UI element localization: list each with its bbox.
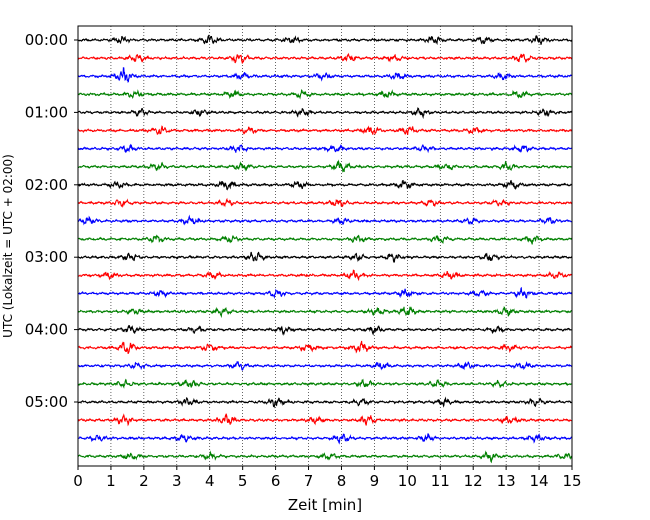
x-axis-label: Zeit [min] (288, 496, 362, 514)
trace-line (77, 234, 573, 245)
trace-line (77, 413, 573, 427)
x-tick-label: 5 (238, 472, 248, 490)
x-tick-label: 14 (530, 472, 549, 490)
trace-line (77, 67, 573, 83)
trace-line (77, 361, 573, 371)
trace-line (77, 306, 573, 319)
trace-line (77, 89, 573, 100)
plot-frame (77, 25, 573, 467)
x-tick-label: 8 (337, 472, 347, 490)
trace-line (77, 214, 573, 226)
y-tick-label: 03:00 (25, 248, 68, 266)
y-axis-label: UTC (Lokalzeit = UTC + 02:00) (1, 154, 15, 338)
y-axis: 00:00 01:00 02:00 03:00 04:00 05:00 (25, 31, 78, 411)
trace-line (77, 179, 573, 191)
x-tick-label: 6 (271, 472, 281, 490)
x-tick-label: 10 (398, 472, 417, 490)
x-tick-label: 12 (464, 472, 483, 490)
x-tick-label: 9 (370, 472, 380, 490)
x-tick-label: 3 (172, 472, 182, 490)
y-tick-label: 00:00 (25, 31, 68, 49)
x-tick-label: 4 (205, 472, 215, 490)
trace-line (77, 159, 573, 173)
x-axis: 0 1 2 3 4 5 6 7 8 9 10 11 12 13 14 15 (73, 466, 582, 490)
y-tick-label: 05:00 (25, 393, 68, 411)
y-tick-label: 01:00 (25, 103, 68, 121)
y-tick-label: 04:00 (25, 321, 68, 339)
trace-line (77, 268, 573, 282)
trace-line (77, 143, 573, 154)
trace-line (77, 52, 573, 64)
trace-line (77, 34, 573, 46)
x-tick-label: 7 (304, 472, 314, 490)
trace-line (77, 251, 573, 264)
trace-line (77, 378, 573, 389)
x-tick-label: 2 (139, 472, 149, 490)
x-tick-label: 11 (431, 472, 450, 490)
trace-line (77, 197, 573, 208)
x-grid (110, 26, 540, 466)
trace-line (77, 340, 573, 355)
x-tick-label: 15 (562, 472, 581, 490)
trace-group (77, 34, 573, 464)
trace-line (77, 396, 573, 409)
x-tick-label: 13 (497, 472, 516, 490)
x-tick-label: 1 (106, 472, 116, 490)
y-tick-label: 02:00 (25, 176, 68, 194)
trace-line (77, 432, 573, 445)
trace-line (77, 125, 573, 136)
trace-line (77, 107, 573, 120)
x-tick-label: 0 (73, 472, 83, 490)
trace-line (77, 324, 573, 336)
trace-line (77, 286, 573, 300)
trace-line (77, 450, 573, 464)
